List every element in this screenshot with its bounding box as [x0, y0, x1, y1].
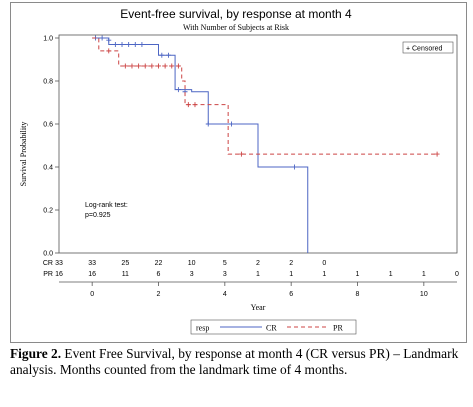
censor-mark-cr — [175, 87, 181, 93]
km-chart: Event-free survival, by response at mont… — [19, 7, 459, 335]
x-tick-label: 4 — [223, 291, 227, 298]
series-layer — [92, 35, 440, 253]
at-risk-count: 5 — [223, 260, 227, 267]
censor-mark-cr — [132, 41, 138, 47]
censor-mark-pr — [162, 63, 168, 69]
y-tick-label: 0.8 — [43, 79, 53, 86]
x-axis-label: Year — [251, 303, 266, 312]
at-risk-count: 6 — [157, 271, 161, 278]
at-risk-count: 0 — [322, 260, 326, 267]
x-tick-label: 2 — [157, 291, 161, 298]
chart-title: Event-free survival, by response at mont… — [120, 7, 352, 21]
series-legend: resp CR PR — [190, 319, 357, 335]
at-risk-count: 33 — [88, 260, 96, 267]
censor-mark-cr — [165, 52, 171, 58]
censor-mark-pr — [129, 63, 135, 69]
legend-label-cr: CR — [266, 324, 277, 333]
censor-mark-cr — [291, 164, 297, 170]
at-risk-count: 25 — [121, 260, 129, 267]
y-axis-label: Survival Probability — [19, 122, 28, 187]
at-risk-count: 1 — [256, 271, 260, 278]
censored-legend-symbol: + — [406, 46, 410, 53]
y-tick-label: 0.0 — [43, 251, 53, 258]
censor-mark-cr — [126, 41, 132, 47]
censor-mark-cr — [119, 41, 125, 47]
censor-mark-cr — [112, 41, 118, 47]
censor-mark-pr — [149, 63, 155, 69]
censor-mark-cr — [159, 52, 165, 58]
x-tick-label: 8 — [356, 291, 360, 298]
caption-text: Event Free Survival, by response at mont… — [10, 346, 459, 377]
at-risk-count: 22 — [155, 260, 163, 267]
at-risk-count: 16 — [88, 271, 96, 278]
at-risk-count: 33 — [55, 260, 63, 267]
at-risk-count: 10 — [188, 260, 196, 267]
plot-area — [58, 34, 458, 254]
series-legend-box — [190, 319, 357, 335]
censor-mark-pr — [192, 102, 198, 108]
y-axis: 0.0 0.2 0.4 0.6 0.8 1.0 — [43, 36, 59, 258]
at-risk-count: 0 — [455, 271, 459, 278]
series-line-cr — [92, 37, 309, 253]
x-axis: 0 2 4 6 8 10 — [90, 282, 428, 298]
at-risk-count: 1 — [289, 271, 293, 278]
at-risk-count: 2 — [289, 260, 293, 267]
at-risk-row-label: CR — [43, 260, 53, 267]
x-tick-label: 10 — [420, 291, 428, 298]
at-risk-count: 1 — [422, 271, 426, 278]
censor-mark-pr — [156, 63, 161, 69]
logrank-pvalue: p=0.925 — [85, 212, 111, 219]
legend-title: resp — [196, 324, 209, 333]
figure-frame: Event-free survival, by response at mont… — [10, 2, 467, 343]
censor-mark-pr — [122, 63, 128, 69]
y-tick-label: 0.6 — [43, 122, 53, 129]
legend-label-pr: PR — [333, 324, 343, 333]
censor-mark-pr — [136, 63, 142, 69]
censor-mark-cr — [139, 41, 145, 47]
x-tick-label: 6 — [289, 291, 293, 298]
censor-mark-pr — [169, 63, 175, 69]
at-risk-table: CR 33 33 25 22 10 5 2 2 0PR 16 16 11 6 3 3 1 1 1 1 1 1 0 — [43, 260, 459, 278]
chart-subtitle: With Number of Subjects at Risk — [183, 23, 289, 32]
censor-mark-cr — [99, 35, 105, 41]
y-tick-label: 1.0 — [43, 36, 53, 43]
at-risk-count: 11 — [122, 271, 129, 278]
series-line-pr — [92, 37, 438, 155]
censored-legend-box — [402, 41, 454, 54]
censor-mark-cr — [205, 121, 211, 127]
at-risk-count: 2 — [256, 260, 260, 267]
censor-mark-pr — [106, 48, 112, 54]
censor-mark-pr — [185, 102, 191, 108]
x-tick-label: 0 — [90, 291, 94, 298]
at-risk-count: 1 — [389, 271, 393, 278]
y-tick-label: 0.4 — [43, 165, 53, 172]
at-risk-count: 16 — [55, 271, 63, 278]
at-risk-count: 1 — [356, 271, 360, 278]
censor-mark-pr — [142, 63, 148, 69]
at-risk-row-label: PR — [43, 271, 53, 278]
y-tick-label: 0.2 — [43, 208, 53, 215]
censor-mark-cr — [106, 37, 112, 43]
censor-mark-pr — [175, 63, 181, 69]
at-risk-count: 1 — [322, 271, 326, 278]
censored-legend-label: Censored — [412, 46, 442, 53]
censored-legend: + Censored — [402, 41, 454, 54]
figure-caption: Figure 2. Event Free Survival, by respon… — [10, 346, 465, 378]
censor-mark-pr — [434, 151, 440, 157]
at-risk-count: 3 — [223, 271, 227, 278]
caption-label: Figure 2. — [10, 346, 62, 361]
at-risk-count: 3 — [190, 271, 194, 278]
censor-mark-pr — [238, 151, 244, 157]
logrank-label: Log-rank test: — [85, 202, 128, 209]
censor-mark-cr — [228, 121, 234, 127]
